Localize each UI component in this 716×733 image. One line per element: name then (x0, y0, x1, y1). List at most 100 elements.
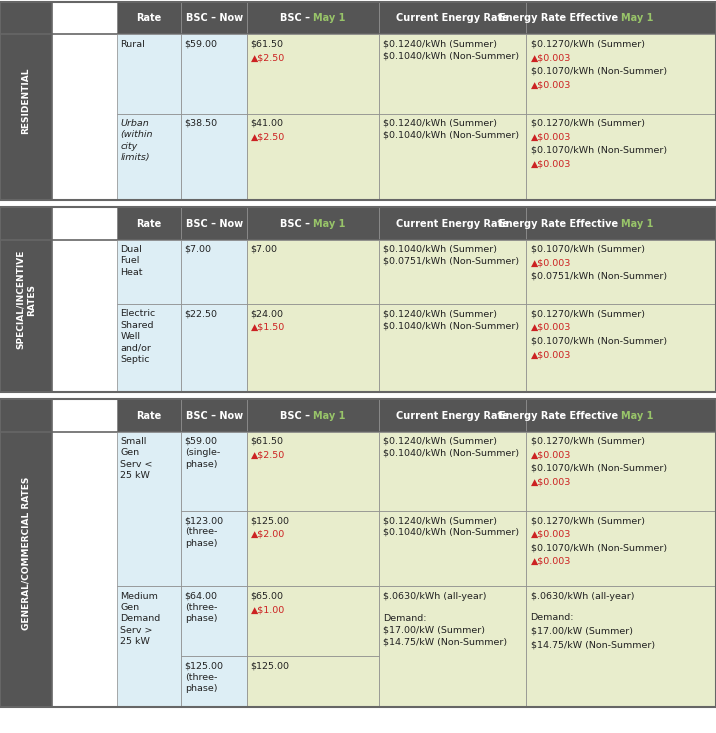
Text: Rate: Rate (136, 13, 162, 23)
Text: $0.1240/kWh (Summer)
$0.1040/kWh (Non-Summer): $0.1240/kWh (Summer) $0.1040/kWh (Non-Su… (383, 516, 519, 537)
Text: May 1: May 1 (314, 13, 346, 23)
Text: BSC – Now: BSC – Now (185, 410, 243, 421)
Text: Dual
Fuel
Heat: Dual Fuel Heat (120, 245, 142, 277)
Bar (117, 207, 181, 240)
Bar (247, 114, 379, 200)
Text: Energy Rate Effective: Energy Rate Effective (498, 410, 621, 421)
Bar (181, 511, 247, 586)
Text: Urban
(within
city
limits): Urban (within city limits) (120, 119, 153, 162)
Bar (247, 34, 379, 114)
Bar (181, 240, 247, 304)
Text: SPECIAL/INCENTIVE
RATES: SPECIAL/INCENTIVE RATES (16, 250, 36, 350)
Text: Rate: Rate (136, 410, 162, 421)
Bar (181, 34, 247, 114)
Bar (379, 240, 526, 304)
Text: ▲$2.50: ▲$2.50 (251, 132, 285, 141)
Text: ▲$2.50: ▲$2.50 (251, 450, 285, 460)
Text: $7.00: $7.00 (185, 245, 212, 254)
Text: $14.75/kW (Non-Summer): $14.75/kW (Non-Summer) (531, 641, 654, 649)
Bar (247, 432, 379, 511)
Text: $0.1270/kWh (Summer): $0.1270/kWh (Summer) (531, 309, 644, 318)
Bar (181, 2, 247, 34)
Bar (526, 114, 716, 200)
Bar (181, 207, 247, 240)
Bar (181, 399, 247, 432)
Text: BSC – Now: BSC – Now (185, 218, 243, 229)
Bar (526, 432, 716, 511)
Bar (379, 304, 526, 392)
Text: ▲$0.003: ▲$0.003 (531, 557, 571, 566)
Bar (379, 2, 526, 34)
Text: $0.1240/kWh (Summer)
$0.1040/kWh (Non-Summer): $0.1240/kWh (Summer) $0.1040/kWh (Non-Su… (383, 309, 519, 330)
Bar (0, 399, 52, 707)
Bar (181, 586, 247, 656)
Text: May 1: May 1 (314, 218, 346, 229)
Bar (526, 511, 716, 586)
Text: $0.1070/kWh (Non-Summer): $0.1070/kWh (Non-Summer) (531, 146, 667, 155)
Text: $0.1070/kWh (Summer): $0.1070/kWh (Summer) (531, 245, 644, 254)
Text: ▲$1.50: ▲$1.50 (251, 323, 285, 332)
Text: $24.00: $24.00 (251, 309, 284, 318)
Text: Current Energy Rate: Current Energy Rate (397, 218, 509, 229)
Text: Current Energy Rate: Current Energy Rate (397, 13, 509, 23)
Text: $125.00
(three-
phase): $125.00 (three- phase) (185, 661, 223, 693)
Text: BSC –: BSC – (280, 13, 314, 23)
Bar (0, 399, 716, 707)
Text: $.0630/kWh (all-year): $.0630/kWh (all-year) (531, 592, 634, 600)
Text: May 1: May 1 (621, 410, 654, 421)
Bar (379, 207, 526, 240)
Bar (526, 240, 716, 304)
Text: Small
Gen
Serv <
25 kW: Small Gen Serv < 25 kW (120, 437, 153, 480)
Bar (247, 586, 379, 656)
Text: $61.50: $61.50 (251, 437, 284, 446)
Text: $123.00
(three-
phase): $123.00 (three- phase) (185, 516, 224, 548)
Text: $0.1040/kWh (Summer)
$0.0751/kWh (Non-Summer): $0.1040/kWh (Summer) $0.0751/kWh (Non-Su… (383, 245, 519, 265)
Text: Electric
Shared
Well
and/or
Septic: Electric Shared Well and/or Septic (120, 309, 155, 364)
Bar (247, 511, 379, 586)
Text: ▲$0.003: ▲$0.003 (531, 350, 571, 359)
Text: BSC – Now: BSC – Now (185, 13, 243, 23)
Text: $59.00
(single-
phase): $59.00 (single- phase) (185, 437, 220, 469)
Text: $65.00: $65.00 (251, 592, 284, 600)
Bar (247, 304, 379, 392)
Bar (379, 586, 526, 707)
Bar (181, 656, 247, 707)
Text: ▲$0.003: ▲$0.003 (531, 323, 571, 332)
Text: Rural: Rural (120, 40, 145, 48)
Bar (379, 511, 526, 586)
Text: May 1: May 1 (621, 13, 654, 23)
Text: May 1: May 1 (314, 410, 346, 421)
Text: $0.1270/kWh (Summer): $0.1270/kWh (Summer) (531, 437, 644, 446)
Bar (247, 656, 379, 707)
Text: $0.1240/kWh (Summer)
$0.1040/kWh (Non-Summer): $0.1240/kWh (Summer) $0.1040/kWh (Non-Su… (383, 119, 519, 139)
Bar (117, 304, 181, 392)
Bar (526, 34, 716, 114)
Bar (0, 207, 716, 392)
Bar (0, 2, 716, 200)
Text: $0.1070/kWh (Non-Summer): $0.1070/kWh (Non-Summer) (531, 336, 667, 345)
Text: ▲$0.003: ▲$0.003 (531, 258, 571, 268)
Text: ▲$0.003: ▲$0.003 (531, 132, 571, 141)
Bar (0, 207, 52, 392)
Text: $7.00: $7.00 (251, 245, 278, 254)
Text: BSC –: BSC – (280, 218, 314, 229)
Bar (247, 399, 379, 432)
Text: $38.50: $38.50 (185, 119, 218, 128)
Text: $61.50: $61.50 (251, 40, 284, 48)
Text: ▲$0.003: ▲$0.003 (531, 529, 571, 539)
Text: $17.00/kW (Summer): $17.00/kW (Summer) (531, 627, 632, 636)
Text: May 1: May 1 (621, 218, 654, 229)
Bar (379, 399, 526, 432)
Text: RESIDENTIAL: RESIDENTIAL (21, 68, 30, 134)
Bar (0, 2, 716, 34)
Bar (117, 432, 181, 586)
Bar (181, 304, 247, 392)
Text: ▲$0.003: ▲$0.003 (531, 450, 571, 460)
Bar (117, 399, 181, 432)
Bar (0, 2, 52, 200)
Text: $0.1270/kWh (Summer): $0.1270/kWh (Summer) (531, 40, 644, 48)
Bar (379, 432, 526, 511)
Text: $125.00: $125.00 (251, 661, 289, 670)
Bar (0, 399, 716, 432)
Text: $0.1070/kWh (Non-Summer): $0.1070/kWh (Non-Summer) (531, 464, 667, 473)
